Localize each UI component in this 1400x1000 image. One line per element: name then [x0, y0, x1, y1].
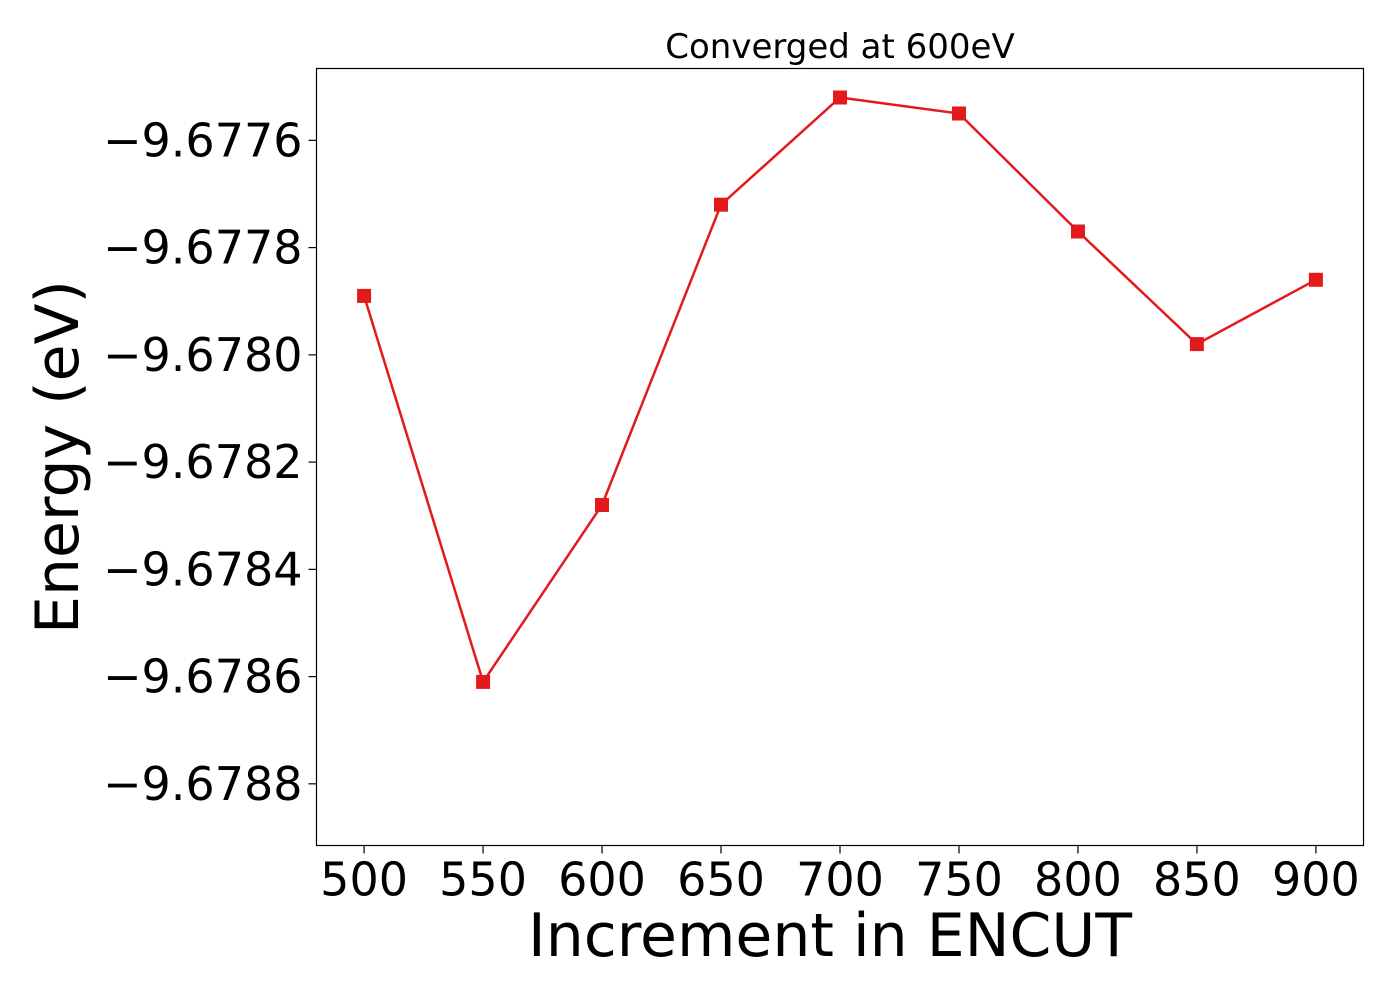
- y-tick-label: −9.6782: [103, 435, 303, 489]
- energy-series: [357, 90, 1323, 689]
- x-tick-label: 500: [320, 853, 408, 907]
- x-tick-label: 800: [1034, 853, 1122, 907]
- data-point-marker: [714, 197, 728, 212]
- x-tick-label: 600: [558, 853, 646, 907]
- data-point-marker: [1071, 224, 1085, 239]
- x-tick-label: 700: [796, 853, 884, 907]
- y-axis-ticks: −9.6776 −9.6778 −9.6780 −9.6782 −9.6784 −9.67…: [103, 113, 317, 811]
- y-tick-label: −9.6778: [103, 221, 303, 275]
- y-tick-label: −9.6776: [103, 113, 303, 167]
- y-tick-label: −9.6786: [103, 650, 303, 704]
- y-tick-label: −9.6784: [103, 542, 303, 596]
- x-axis-ticks: 500 550 600 650 700 750 800 850 900: [320, 845, 1360, 907]
- data-point-marker: [1189, 337, 1204, 352]
- data-point-marker: [1308, 272, 1323, 287]
- plot-frame: [315, 67, 1365, 847]
- x-tick-label: 550: [439, 853, 527, 907]
- chart-title: Converged at 600eV: [665, 27, 1014, 67]
- data-point-marker: [833, 90, 847, 105]
- data-point-marker: [595, 498, 609, 512]
- x-tick-label: 650: [677, 853, 765, 907]
- data-point-marker: [357, 288, 372, 303]
- y-tick-label: −9.6780: [103, 328, 303, 382]
- y-tick-label: −9.6788: [103, 757, 303, 811]
- x-axis-label: Increment in ENCUT: [528, 901, 1132, 971]
- data-point-marker: [952, 106, 966, 121]
- y-axis-label: Energy (eV): [23, 280, 93, 634]
- x-tick-label: 750: [915, 853, 1003, 907]
- x-tick-label: 900: [1272, 853, 1360, 907]
- data-point-marker: [476, 674, 491, 689]
- x-tick-label: 850: [1153, 853, 1241, 907]
